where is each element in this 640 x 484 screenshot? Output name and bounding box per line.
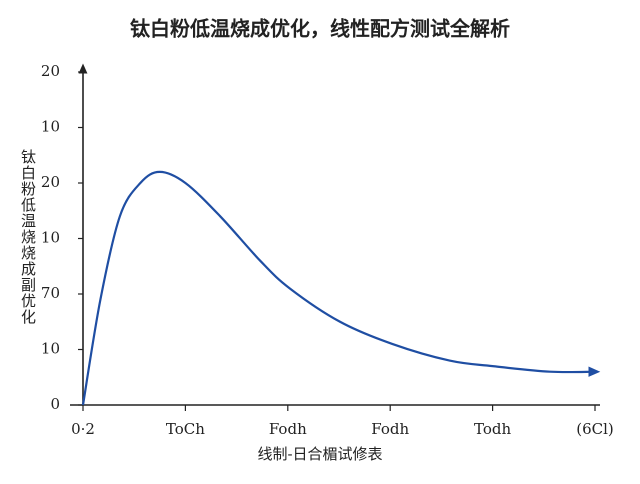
y-axis-title: 钛白粉低温烧烧成副优化: [19, 149, 37, 325]
x-axis-title: 线制-日合楣试修表: [257, 445, 382, 463]
x-tick-label: ToCh: [166, 420, 205, 438]
x-tick-label: 0·2: [71, 420, 95, 438]
x-tick-label: Fodh: [269, 420, 307, 438]
chart-title: 钛白粉低温烧成优化，线性配方测试全解析: [130, 17, 510, 41]
y-tick-label: 10: [41, 229, 60, 247]
x-tick-label: Fodh: [371, 420, 409, 438]
y-tick-label: 10: [41, 118, 60, 136]
y-tick-label: 0: [50, 395, 60, 413]
y-tick-label: 20: [41, 173, 60, 191]
x-tick-label: Todh: [474, 420, 511, 438]
line-series: [81, 170, 601, 406]
y-tick-label: 10: [41, 340, 60, 358]
x-tick-label: (6Cl): [576, 420, 614, 438]
y-tick-label: 20: [41, 62, 60, 80]
y-tick-label: 70: [41, 284, 60, 302]
